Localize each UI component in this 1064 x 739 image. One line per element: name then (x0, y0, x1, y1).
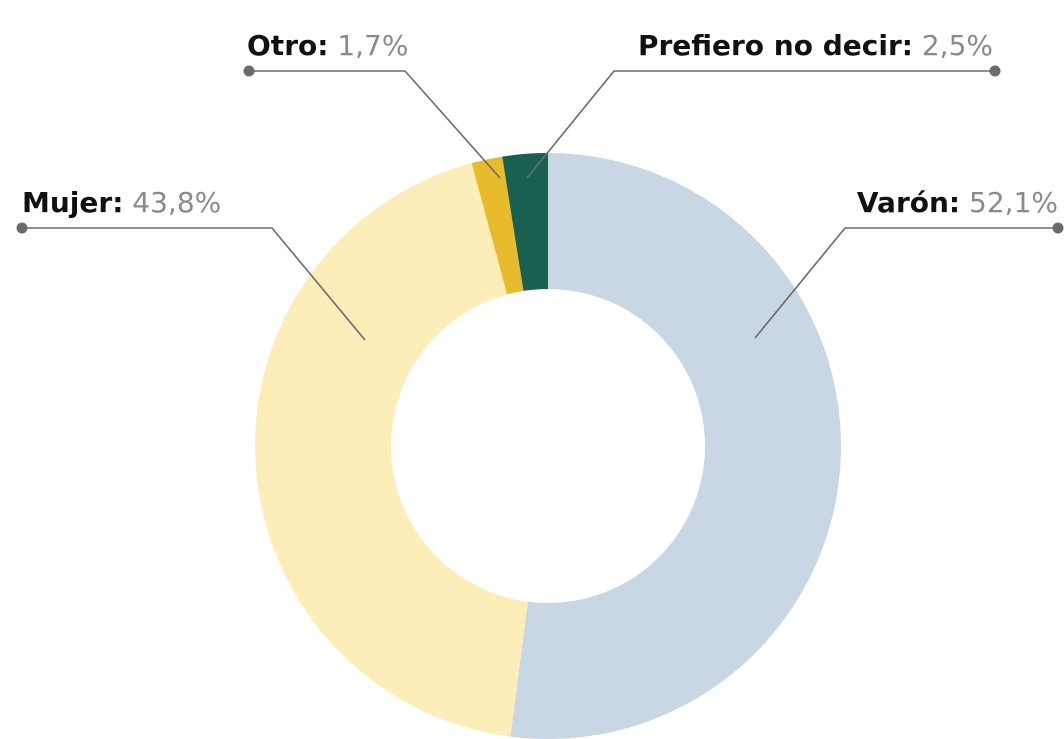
slice-value: 43,8% (132, 186, 221, 219)
leader-line (22, 227, 366, 341)
leader-line (526, 70, 995, 179)
donut-slice (471, 156, 524, 295)
donut-slice (502, 153, 548, 291)
slice-name: Otro: (247, 29, 328, 62)
slice-value: 1,7% (337, 29, 408, 62)
slice-value: 2,5% (922, 29, 993, 62)
slice-value: 52,1% (969, 186, 1058, 219)
slice-label: Varón: 52,1% (857, 186, 1058, 219)
donut-slice (255, 163, 528, 737)
donut-slice (510, 153, 841, 739)
slice-label: Mujer: 43,8% (22, 186, 221, 219)
slice-name: Varón: (857, 186, 960, 219)
slice-name: Mujer: (22, 186, 123, 219)
leader-dot (243, 65, 255, 77)
leader-dot (1052, 222, 1064, 234)
leader-dot (989, 65, 1001, 77)
slice-name: Prefiero no decir: (638, 29, 913, 62)
leader-dot (16, 222, 28, 234)
leader-line (754, 227, 1058, 339)
slice-label: Otro: 1,7% (247, 29, 408, 62)
leader-line (249, 70, 501, 179)
slice-label: Prefiero no decir: 2,5% (638, 29, 993, 62)
